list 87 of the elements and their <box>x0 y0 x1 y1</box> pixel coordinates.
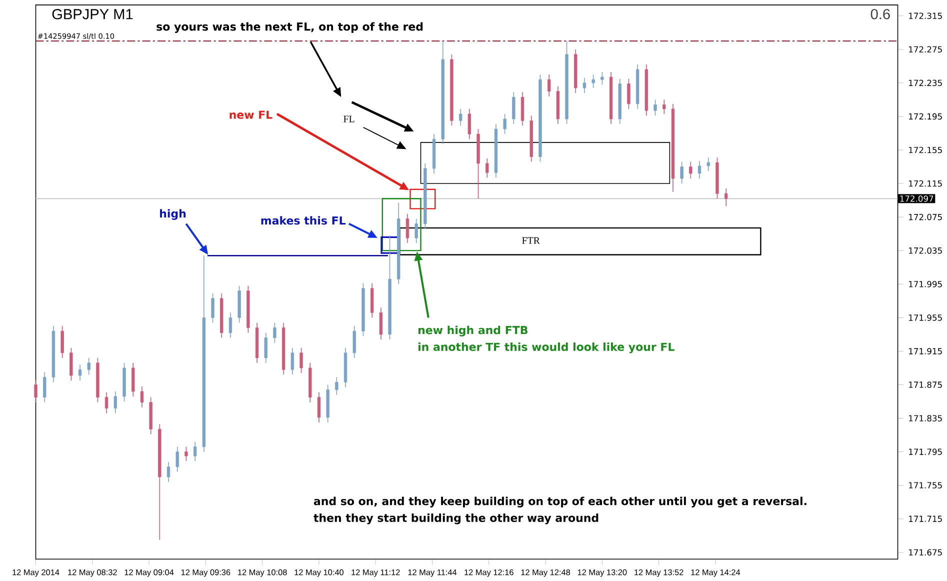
x-tick-label: 12 May 09:36 <box>181 569 230 577</box>
y-tick-label: 172.235 <box>909 80 942 86</box>
candlestick <box>724 188 728 206</box>
annotation: high <box>160 209 186 220</box>
annotation: makes this FL <box>261 216 346 225</box>
candlestick <box>317 392 321 423</box>
y-tick-label: 172.075 <box>909 214 942 220</box>
y-tick-label: 171.875 <box>909 381 942 388</box>
annotation: new FL <box>230 110 272 119</box>
annotation: FTR <box>522 237 540 244</box>
candlestick <box>60 326 64 358</box>
candlestick <box>273 322 276 344</box>
annotation: and so on, and they keep building on top of each other until you get a reversal. <box>314 496 806 508</box>
candlestick <box>104 392 108 414</box>
candlestick <box>547 74 551 97</box>
candlestick <box>70 347 73 381</box>
candlestick <box>176 446 179 472</box>
x-tick-label: 12 May 09:04 <box>124 569 174 577</box>
candlestick <box>520 92 524 126</box>
x-tick-label: 12 May 13:52 <box>634 569 684 577</box>
candlestick <box>414 218 418 244</box>
candlestick <box>34 379 38 403</box>
candlestick <box>184 446 188 462</box>
x-tick-label: 12 May 10:40 <box>294 569 344 577</box>
candlestick <box>352 326 356 358</box>
y-tick-label: 171.995 <box>909 280 942 288</box>
y-tick-label: 172.315 <box>909 12 942 19</box>
candlestick <box>166 461 170 482</box>
x-tick-label: 12 May 2014 <box>12 569 60 577</box>
x-tick-label: 12 May 11:44 <box>408 569 457 577</box>
candlestick <box>335 376 338 396</box>
candlestick <box>706 157 710 172</box>
candlestick <box>379 307 382 340</box>
annotation: so yours was the next FL, on top of the red <box>156 22 423 33</box>
candlestick <box>140 386 144 408</box>
candlestick <box>228 312 232 338</box>
y-tick-label: 171.675 <box>909 549 942 556</box>
candlestick <box>193 441 197 462</box>
candlestick <box>662 99 666 114</box>
y-tick-label: 172.155 <box>909 146 942 154</box>
x-tick-label: 12 May 14:24 <box>691 569 740 577</box>
candlestick <box>290 347 294 375</box>
y-tick-label: 172.115 <box>909 180 942 187</box>
x-tick-label: 12 May 13:20 <box>578 569 627 577</box>
candlestick <box>300 347 303 374</box>
y-tick-label: 172.275 <box>909 46 942 52</box>
annotation: FL <box>344 116 354 122</box>
x-tick-label: 12 May 12:16 <box>464 569 514 577</box>
y-tick-label: 171.755 <box>909 482 942 488</box>
candlestick <box>689 161 692 179</box>
annotation: 0.6 <box>870 8 890 20</box>
candlestick <box>114 390 117 414</box>
candlestick <box>406 213 410 244</box>
ref-line-label: 172.097 <box>900 195 934 202</box>
y-tick-label: 171.795 <box>909 448 942 455</box>
candlestick <box>264 332 268 364</box>
annotation: then they start building the other way around <box>314 513 598 524</box>
annotation: in another TF this would look like your FL <box>418 342 674 354</box>
candlestick <box>592 74 595 88</box>
annotation: new high and FTB <box>418 326 528 336</box>
candlestick <box>698 160 702 179</box>
y-tick-label: 171.915 <box>909 348 942 354</box>
candlestick <box>211 292 214 323</box>
candlestick <box>503 113 506 134</box>
candlestick <box>43 372 46 403</box>
y-tick-label: 172.035 <box>909 247 942 254</box>
candlestick <box>627 78 630 110</box>
y-tick-label: 172.195 <box>909 113 942 120</box>
candlestick <box>132 362 135 397</box>
candlestick <box>582 77 586 94</box>
candlestick <box>78 364 82 381</box>
y-tick-label: 171.835 <box>909 414 942 422</box>
candlestick <box>468 108 471 140</box>
x-tick-label: 12 May 08:32 <box>68 569 117 577</box>
x-tick-label: 12 May 12:48 <box>521 569 570 577</box>
chart-title: GBPJPY M1 <box>52 8 133 20</box>
x-tick-label: 12 May 10:08 <box>238 569 287 577</box>
y-tick-label: 171.715 <box>909 516 942 522</box>
candlestick <box>512 92 516 124</box>
candlestick <box>654 99 657 116</box>
candlestick <box>600 71 604 85</box>
candlestick <box>486 158 489 178</box>
y-tick-label: 171.955 <box>909 314 942 321</box>
candlestick <box>458 108 462 126</box>
x-tick-label: 12 May 11:12 <box>352 569 400 577</box>
candlestick <box>680 161 684 184</box>
candlestick <box>87 357 90 375</box>
